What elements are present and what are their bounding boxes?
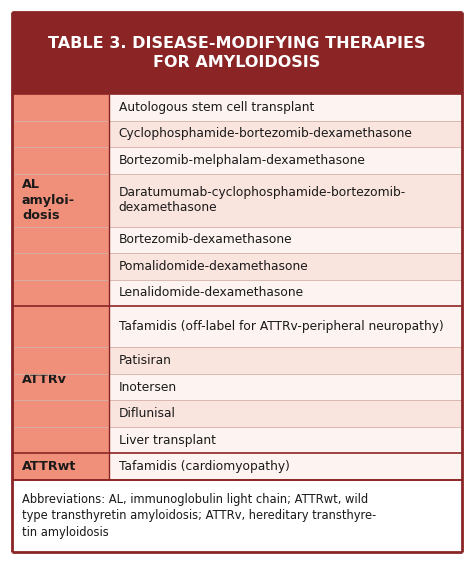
- Bar: [12, 12, 462, 94]
- Bar: [109, 374, 462, 400]
- Text: Daratumumab-cyclophosphamide-bortezomib-
dexamethasone: Daratumumab-cyclophosphamide-bortezomib-…: [119, 186, 406, 214]
- Text: AL
amyloi-
dosis: AL amyloi- dosis: [22, 178, 75, 222]
- Text: TABLE 3. DISEASE-MODIFYING THERAPIES
FOR AMYLOIDOSIS: TABLE 3. DISEASE-MODIFYING THERAPIES FOR…: [48, 36, 426, 70]
- Text: Cyclophosphamide-bortezomib-dexamethasone: Cyclophosphamide-bortezomib-dexamethason…: [119, 127, 413, 140]
- Bar: [109, 253, 462, 280]
- Bar: [109, 453, 462, 480]
- Bar: [109, 147, 462, 174]
- Text: ATTRv: ATTRv: [22, 373, 67, 386]
- Bar: [12, 306, 109, 453]
- Bar: [109, 306, 462, 347]
- Bar: [109, 174, 462, 227]
- Bar: [109, 280, 462, 306]
- Bar: [12, 94, 109, 306]
- Text: Tafamidis (cardiomyopathy): Tafamidis (cardiomyopathy): [119, 460, 290, 473]
- Text: Diflunisal: Diflunisal: [119, 407, 176, 420]
- Bar: [109, 121, 462, 147]
- Text: Inotersen: Inotersen: [119, 381, 177, 394]
- Text: Autologous stem cell transplant: Autologous stem cell transplant: [119, 101, 314, 114]
- Text: Tafamidis (off-label for ATTRv-peripheral neuropathy): Tafamidis (off-label for ATTRv-periphera…: [119, 320, 444, 333]
- Text: ATTRwt: ATTRwt: [22, 460, 76, 473]
- Text: Bortezomib-melphalam-dexamethasone: Bortezomib-melphalam-dexamethasone: [119, 154, 365, 167]
- Text: Bortezomib-dexamethasone: Bortezomib-dexamethasone: [119, 233, 292, 246]
- Bar: [12, 480, 462, 552]
- Text: Abbreviations: AL, immunoglobulin light chain; ATTRwt, wild
type transthyretin a: Abbreviations: AL, immunoglobulin light …: [22, 493, 376, 539]
- Text: Liver transplant: Liver transplant: [119, 434, 216, 447]
- Bar: [109, 427, 462, 453]
- Text: Lenalidomide-dexamethasone: Lenalidomide-dexamethasone: [119, 287, 304, 299]
- Bar: [12, 453, 109, 480]
- Text: Pomalidomide-dexamethasone: Pomalidomide-dexamethasone: [119, 260, 309, 273]
- Bar: [109, 347, 462, 374]
- Bar: [109, 94, 462, 121]
- Bar: [109, 400, 462, 427]
- Text: Patisiran: Patisiran: [119, 354, 172, 367]
- Bar: [109, 227, 462, 253]
